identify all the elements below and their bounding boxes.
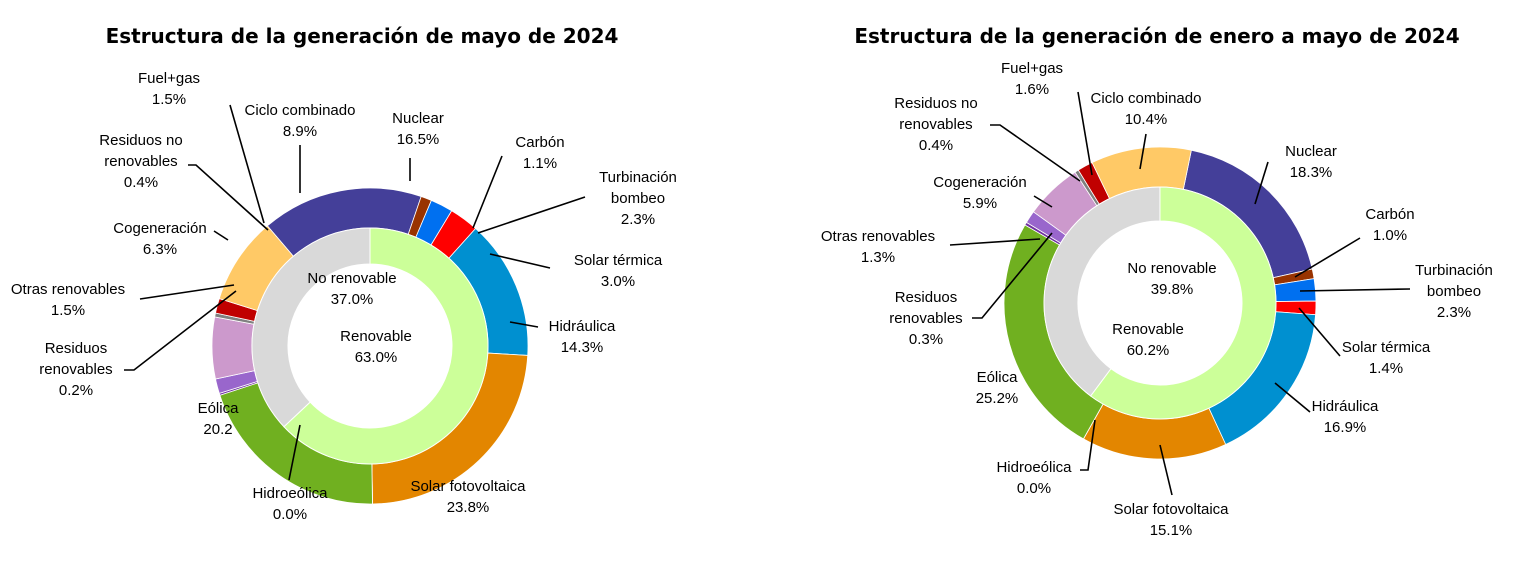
inner-label-no-renovable: No renovable 37.0% bbox=[307, 270, 396, 308]
leader-line-otras-renovables bbox=[139, 284, 235, 300]
donut-chart-jan-may: Nuclear 18.3% Carbón 1.0%Turbinación bombeo 2… bbox=[821, 60, 1493, 539]
slice-outer-cogeneracion bbox=[211, 316, 256, 380]
leader-line-cogeneracion bbox=[1033, 195, 1053, 208]
data-label-turbinacion-bombeo: Turbinación bombeo 2.3% bbox=[1415, 262, 1493, 321]
leader-line-cogeneracion bbox=[213, 230, 229, 241]
leader-line-carbon bbox=[472, 155, 503, 229]
data-label-nuclear: Nuclear 16.5% bbox=[392, 110, 444, 148]
slice-inner-no-renovable bbox=[1043, 186, 1161, 397]
leader-line-turbinacion-bombeo bbox=[1299, 288, 1411, 292]
data-label-hidraulica: Hidráulica 14.3% bbox=[549, 318, 616, 356]
data-label-otras-renovables: Otras renovables 1.5% bbox=[11, 281, 125, 319]
data-label-residuos-renovables: Residuos renovables 0.2% bbox=[39, 340, 112, 399]
chart-title-may: Estructura de la generación de mayo de 2… bbox=[106, 24, 619, 48]
leader-line-hidroeolica bbox=[1080, 419, 1096, 471]
leader-line-solar-fotovoltaica bbox=[1159, 444, 1173, 496]
leader-line-residuos-no-renovables bbox=[990, 124, 1081, 182]
leader-line-fuel-gas bbox=[1077, 91, 1093, 176]
data-label-ciclo-combinado: Ciclo combinado 10.4% bbox=[1091, 90, 1202, 128]
inner-label-renovable: Renovable 63.0% bbox=[340, 328, 412, 366]
data-label-nuclear: Nuclear 18.3% bbox=[1285, 143, 1337, 181]
data-label-residuos-renovables: Residuos renovables 0.3% bbox=[889, 289, 962, 348]
data-label-solar-termica: Solar térmica 1.4% bbox=[1342, 339, 1431, 377]
data-label-hidroeolica: Hidroeólica 0.0% bbox=[252, 485, 328, 523]
leader-line-hidroeolica bbox=[288, 424, 301, 481]
leader-line-solar-termica bbox=[1298, 307, 1341, 357]
slice-inner-renovable bbox=[1089, 186, 1277, 420]
data-label-eolica: Eólica 20.2 bbox=[198, 400, 240, 438]
data-label-carbon: Carbón 1.1% bbox=[515, 134, 564, 172]
inner-label-no-renovable: No renovable 39.8% bbox=[1127, 260, 1216, 298]
leader-line-fuel-gas bbox=[229, 104, 265, 224]
data-label-cogeneracion: Cogeneración 5.9% bbox=[933, 174, 1026, 212]
leader-line-turbinacion-bombeo bbox=[477, 196, 586, 234]
donut-chart-may: Nuclear 16.5% Carbón 1.1% Turbinación bombeo 2… bbox=[11, 70, 677, 523]
data-label-eolica: Eólica 25.2% bbox=[976, 369, 1019, 407]
data-label-otras-renovables: Otras renovables 1.3% bbox=[821, 228, 935, 266]
leader-line-hidraulica bbox=[1274, 382, 1311, 413]
data-label-residuos-no-renovables: Residuos no renovables 0.4% bbox=[99, 132, 182, 191]
data-label-fuel-gas: Fuel+gas 1.6% bbox=[1001, 60, 1063, 98]
inner-label-renovable: Renovable 60.2% bbox=[1112, 321, 1184, 359]
data-label-fuel-gas: Fuel+gas 1.5% bbox=[138, 70, 200, 108]
data-label-ciclo-combinado: Ciclo combinado 8.9% bbox=[245, 102, 356, 140]
data-label-cogeneracion: Cogeneración 6.3% bbox=[113, 220, 206, 258]
data-label-solar-fotovoltaica: Solar fotovoltaica 23.8% bbox=[410, 478, 526, 516]
leader-line-ciclo-combinado bbox=[1139, 133, 1147, 170]
data-label-hidroeolica: Hidroeólica 0.0% bbox=[996, 459, 1072, 497]
leader-line-residuos-no-renovables bbox=[188, 164, 269, 231]
leader-line-solar-termica bbox=[489, 253, 551, 269]
leader-line-nuclear bbox=[1254, 161, 1269, 205]
leader-line-carbon bbox=[1294, 237, 1361, 278]
data-label-hidraulica: Hidráulica 16.9% bbox=[1312, 398, 1379, 436]
data-label-solar-fotovoltaica: Solar fotovoltaica 15.1% bbox=[1113, 501, 1229, 539]
data-label-carbon: Carbón 1.0% bbox=[1365, 206, 1414, 244]
leader-line-otras-renovables bbox=[949, 238, 1041, 246]
data-label-turbinacion-bombeo: Turbinación bombeo 2.3% bbox=[599, 169, 677, 228]
chart-title-jan-may: Estructura de la generación de enero a m… bbox=[854, 24, 1459, 48]
data-label-solar-termica: Solar térmica 3.0% bbox=[574, 252, 663, 290]
data-label-residuos-no-renovables: Residuos no renovables 0.4% bbox=[894, 95, 977, 154]
leader-line-hidraulica bbox=[509, 321, 539, 328]
slice-inner-no-renovable bbox=[251, 227, 371, 428]
leader-line-residuos-renovables bbox=[124, 290, 237, 371]
leader-line-residuos-renovables bbox=[972, 232, 1053, 319]
